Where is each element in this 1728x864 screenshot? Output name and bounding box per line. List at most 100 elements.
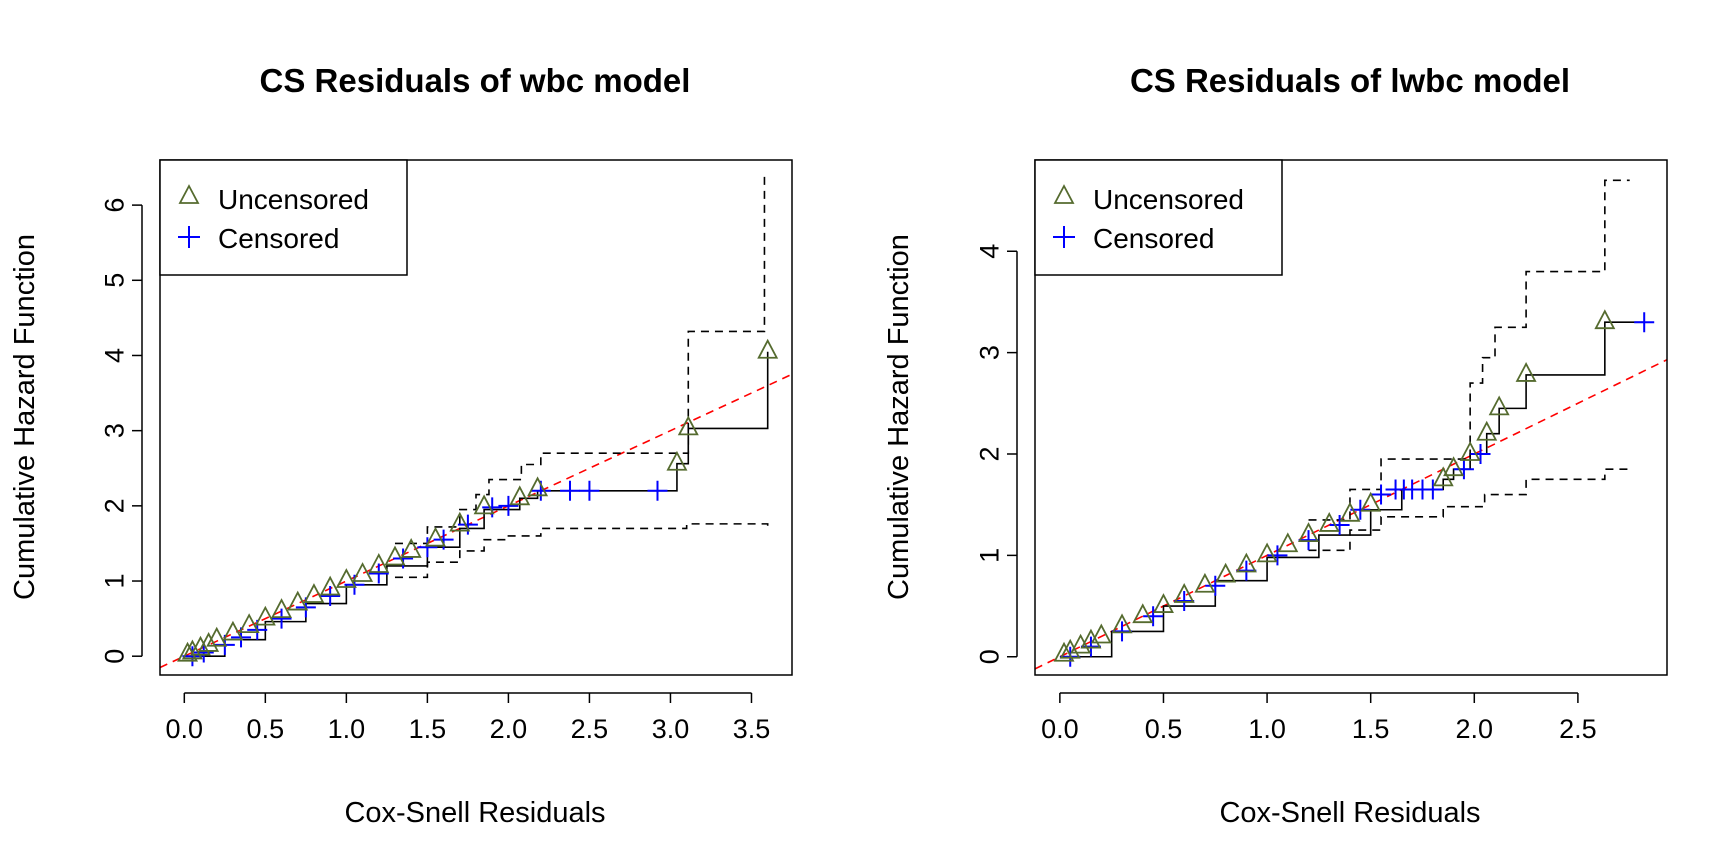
reference-line [1035,358,1667,670]
lower-ci-step [1308,466,1631,552]
plot-frame [1034,159,1668,676]
censored-point [1267,545,1288,566]
uncensored-point [198,632,220,652]
uncensored-point [1080,628,1102,649]
uncensored-point [384,545,406,566]
censored-point [1298,530,1319,551]
censored-point [559,480,580,501]
uncensored-point [254,605,276,626]
x-axis-label: Cox-Snell Residuals [344,797,605,829]
uncensored-point [222,620,244,641]
uncensored-point [666,450,688,471]
upper-ci-step [1308,179,1630,521]
uncensored-point [1339,501,1361,522]
uncensored-point [1459,441,1481,461]
legend-censored-label: Censored [1093,223,1214,254]
censored-point [1143,606,1164,627]
x-tick-label: 0.5 [1145,714,1183,744]
panel-wbc-model: CS Residuals of wbc model Cox-Snell Resi… [9,62,793,829]
x-tick-label: 2.5 [1559,714,1597,744]
uncensored-point [1432,466,1454,487]
hazard-step [184,351,769,658]
uncensored-point [181,639,203,660]
uncensored-point [271,598,293,618]
uncensored-point [1360,491,1382,512]
uncensored-point [1318,512,1340,532]
uncensored-point [1594,309,1616,330]
uncensored-point [449,511,471,532]
y-axis-label: Cumulative Hazard Function [9,234,41,600]
y-tick-label: 3 [974,345,1004,360]
uncensored-point [757,338,779,359]
uncensored-point [424,526,446,547]
legend-censored-marker [1053,226,1075,248]
x-tick-label: 2.0 [1456,714,1494,744]
censored-point [320,586,341,607]
legend-uncensored-label: Uncensored [1093,184,1244,215]
x-tick-label: 1.0 [328,714,366,744]
legend-box [1034,159,1283,276]
x-tick-label: 3.0 [652,714,690,744]
uncensored-point [1235,552,1257,573]
uncensored-point [1215,562,1237,583]
uncensored-point [1070,633,1092,654]
y-tick-label: 0 [974,649,1004,664]
uncensored-point [1515,361,1537,382]
plot-area: 0.0 0.5 1.0 1.5 2.0 2.5 3.0 3.5 0 1 2 3 4 5 6 [99,175,792,744]
censored-point [498,495,519,516]
y-tick-label: 3 [99,423,129,438]
legend-censored-marker [178,226,200,248]
uncensored-point [319,575,341,596]
uncensored-point [335,568,357,588]
censored-point [368,563,389,584]
y-tick-label: 2 [974,446,1004,461]
upper-ci-step [394,175,766,545]
plot-area: 0.0 0.5 1.0 1.5 2.0 2.5 0 1 2 3 4 [974,179,1667,744]
censored-point [1080,636,1101,657]
censored-point [193,642,214,663]
uncensored-point [287,590,309,611]
panel-lwbc-model: CS Residuals of lwbc model Cox-Snell Res… [883,62,1668,829]
legend: Uncensored Censored [159,159,408,276]
censored-point [579,480,600,501]
uncensored-point [473,494,495,515]
uncensored-point [1152,593,1174,613]
uncensored-point [1132,603,1154,624]
x-tick-label: 0.0 [1041,714,1079,744]
legend-uncensored-label: Uncensored [218,184,369,215]
x-tick-label: 0.5 [247,714,285,744]
legend-censored-label: Censored [218,223,339,254]
x-tick-label: 3.5 [733,714,771,744]
y-axis-label: Cumulative Hazard Function [883,234,915,600]
uncensored-point [190,635,212,656]
legend: Uncensored Censored [1034,159,1283,276]
legend-box [159,159,408,276]
uncensored-point [1194,572,1216,593]
uncensored-point [1476,420,1498,441]
censored-point [1205,575,1226,596]
uncensored-point [400,538,422,558]
x-tick-label: 2.5 [571,714,609,744]
uncensored-point [527,476,549,497]
uncensored-point [303,583,325,603]
uncensored-point [1256,542,1278,563]
y-tick-label: 5 [99,273,129,288]
censored-point [1174,590,1195,611]
y-tick-label: 6 [99,198,129,213]
chart-title: CS Residuals of wbc model [260,62,691,99]
uncensored-point [509,485,531,506]
lower-ci-step [394,523,769,579]
y-tick-label: 4 [99,348,129,363]
uncensored-point [1443,456,1465,477]
x-tick-label: 1.5 [1352,714,1390,744]
x-tick-label: 1.5 [409,714,447,744]
censored-point [271,608,292,629]
uncensored-point [1298,522,1320,542]
uncensored-point [1053,641,1075,662]
uncensored-point [1277,532,1299,553]
reference-line [160,373,792,669]
plot-frame [159,159,793,676]
uncensored-point [1173,583,1195,603]
x-tick-label: 2.0 [490,714,528,744]
